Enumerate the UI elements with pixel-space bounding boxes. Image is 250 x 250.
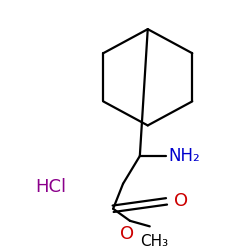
Text: O: O <box>120 224 134 242</box>
Text: CH₃: CH₃ <box>140 234 169 249</box>
Text: NH₂: NH₂ <box>168 147 200 165</box>
Text: O: O <box>174 192 188 210</box>
Text: HCl: HCl <box>35 178 66 196</box>
